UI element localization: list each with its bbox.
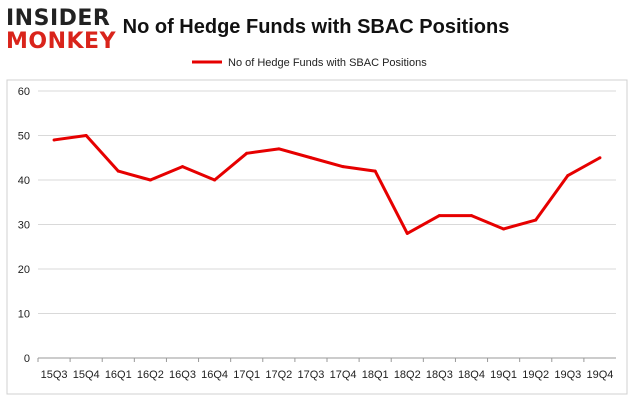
x-tick-label: 15Q4 (73, 369, 100, 381)
data-point (437, 214, 441, 218)
data-point (84, 134, 88, 137)
y-tick-label: 20 (18, 264, 30, 276)
x-tick-label: 16Q2 (137, 369, 164, 381)
logo: INSIDER MONKEY (6, 6, 117, 54)
x-tick-label: 19Q4 (586, 369, 613, 381)
y-tick-label: 60 (18, 86, 30, 98)
series-line (53, 134, 601, 235)
chart-title: No of Hedge Funds with SBAC Positions (123, 16, 510, 38)
data-point (309, 156, 313, 160)
x-tick-label: 16Q4 (201, 369, 228, 381)
data-point (373, 169, 377, 173)
data-point (502, 227, 506, 231)
data-point (245, 151, 249, 155)
x-tick-label: 19Q3 (554, 369, 581, 381)
plot-frame (6, 79, 628, 395)
logo-line2: MONKEY (6, 29, 117, 54)
x-tick-label: 17Q3 (297, 369, 324, 381)
logo-line1: INSIDER (6, 6, 110, 31)
y-tick-label: 50 (18, 131, 30, 143)
data-point (470, 214, 473, 218)
data-point (598, 156, 602, 160)
series-layer (52, 134, 602, 235)
y-axis-ticks: 0 10 20 30 40 50 60 (18, 86, 30, 365)
data-point (405, 231, 409, 235)
legend: No of Hedge Funds with SBAC Positions (192, 57, 427, 69)
x-tick-label: 18Q3 (426, 369, 453, 381)
x-tick-label: 17Q1 (233, 369, 260, 381)
data-point (534, 218, 538, 222)
x-tick-label: 18Q2 (394, 369, 421, 381)
x-tick-label: 19Q1 (490, 369, 517, 381)
x-tick-label: 17Q4 (330, 369, 357, 381)
legend-label: No of Hedge Funds with SBAC Positions (228, 57, 427, 69)
x-axis-ticks: 15Q3 15Q4 16Q1 16Q2 16Q3 16Q4 17Q1 17Q2 17Q3 17Q4… (37, 358, 613, 381)
x-tick-label: 16Q3 (169, 369, 196, 381)
x-tick-label: 16Q1 (105, 369, 132, 381)
y-tick-label: 10 (18, 309, 30, 321)
data-point (52, 138, 56, 142)
x-tick-label: 19Q2 (522, 369, 549, 381)
x-tick-label: 15Q3 (41, 369, 68, 381)
x-tick-label: 18Q4 (458, 369, 485, 381)
data-point (181, 165, 184, 169)
data-point (566, 174, 570, 178)
y-tick-label: 40 (18, 175, 30, 187)
data-point (116, 169, 120, 173)
data-point (213, 178, 217, 182)
data-point (341, 165, 345, 169)
gridlines (38, 90, 616, 359)
data-point (277, 147, 281, 151)
x-tick-label: 17Q2 (265, 369, 292, 381)
y-tick-label: 0 (24, 353, 30, 365)
y-tick-label: 30 (18, 220, 30, 232)
x-tick-label: 18Q1 (362, 369, 389, 381)
data-point (148, 178, 152, 182)
